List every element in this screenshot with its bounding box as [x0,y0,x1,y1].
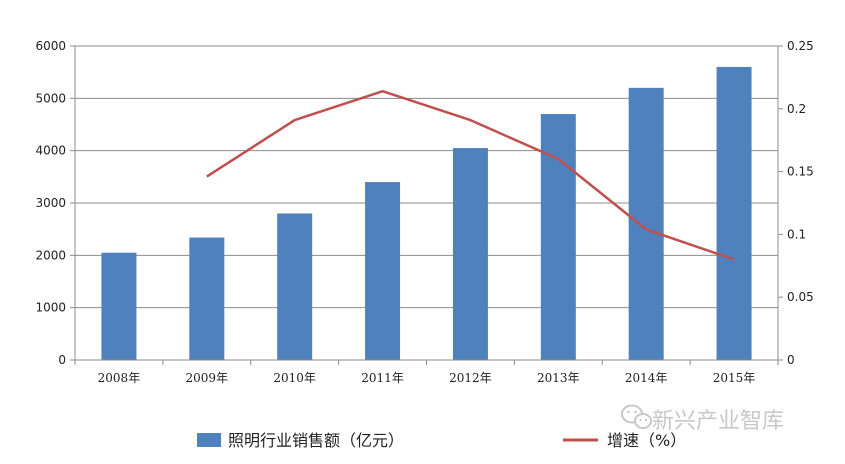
legend-bar-swatch [197,433,221,447]
x-tick-label: 2015年 [713,371,756,385]
bar [365,182,401,360]
x-tick-label: 2014年 [625,371,668,385]
bar [101,252,137,360]
y-left-tick-label: 3000 [35,196,66,210]
bar [540,114,576,361]
bar [452,148,488,360]
x-tick-label: 2008年 [98,371,141,385]
y-right-tick-label: 0.05 [787,290,814,304]
y-right-tick-label: 0 [787,353,795,367]
x-tick-label: 2012年 [449,371,492,385]
watermark-text: 新兴产业智库 [652,409,784,434]
x-tick-label: 2011年 [361,371,404,385]
y-right-tick-label: 0.1 [787,227,806,241]
watermark: 新兴产业智库 [621,404,784,434]
legend-label-growth: 增速（%） [607,431,686,450]
y-right-tick-label: 0.15 [787,165,814,179]
y-left-tick-label: 6000 [35,39,66,53]
y-left-tick-label: 4000 [35,144,66,158]
y-axis-right-ticks: 0 0.05 0.1 0.15 0.2 0.25 [787,39,814,367]
bar [277,213,313,360]
y-left-tick-label: 1000 [35,301,66,315]
wechat-icon [621,404,652,429]
x-axis-ticks: 2008年 2009年 2010年 2011年 2012年 2013年 2014年 2015年 [98,371,756,385]
bar [189,237,225,360]
x-tick-label: 2013年 [537,371,580,385]
bar-series [101,66,752,361]
x-tick-label: 2010年 [273,371,316,385]
axes [70,45,783,365]
y-axis-left-ticks: 0 1000 2000 3000 4000 5000 6000 [35,39,66,367]
legend: 照明行业销售额（亿元） 增速（%） [197,431,686,450]
x-tick-label: 2009年 [186,371,229,385]
gridlines [75,45,778,361]
y-right-tick-label: 0.25 [787,39,814,53]
y-left-tick-label: 5000 [35,91,66,105]
bar [628,87,664,360]
y-left-tick-label: 0 [58,353,66,367]
bar [716,66,752,360]
y-right-tick-label: 0.2 [787,102,806,116]
line-series [206,89,735,261]
y-left-tick-label: 2000 [35,248,66,262]
legend-label-sales: 照明行业销售额（亿元） [228,431,404,450]
